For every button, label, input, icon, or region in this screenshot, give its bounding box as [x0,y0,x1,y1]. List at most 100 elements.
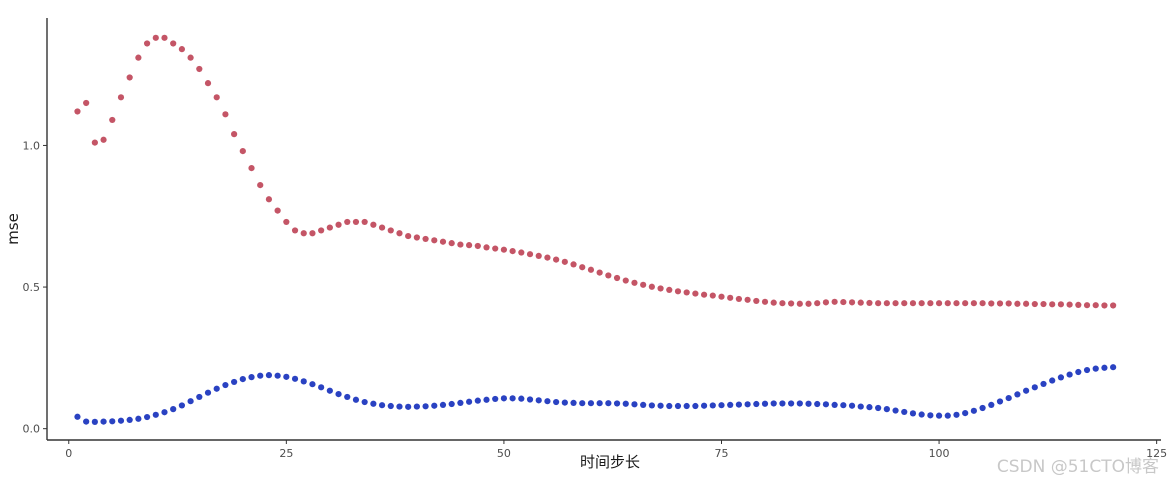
data-point [1005,300,1012,307]
x-tick-label: 50 [497,447,511,460]
data-point [126,416,133,423]
data-point [492,395,499,403]
data-point [909,410,917,417]
data-point [735,401,742,408]
data-point [770,299,777,306]
data-point [500,246,508,253]
data-point [622,277,629,284]
x-tick-label: 75 [714,447,728,460]
data-point [257,182,264,189]
data-point [439,401,447,408]
data-point [535,397,542,404]
data-point [352,218,360,226]
data-point [370,221,377,228]
data-point [753,400,760,408]
data-point [413,403,420,410]
data-point [883,300,890,307]
data-point [352,396,360,403]
data-point [448,400,455,408]
data-point [291,227,299,234]
data-point [326,387,333,394]
data-point [161,409,168,416]
data-point [413,234,420,241]
data-point [231,378,238,386]
data-point [857,299,864,306]
data-point [579,400,586,407]
data-point [1031,300,1038,308]
data-point [831,401,838,408]
data-point [439,238,447,245]
data-point [700,402,708,409]
data-point [883,406,890,413]
data-point [779,400,786,407]
data-point [109,418,116,425]
data-point [187,54,194,61]
data-points [74,34,1117,425]
data-point [83,418,90,425]
data-point [866,299,873,307]
data-point [979,404,986,412]
data-point [204,389,212,396]
data-point [152,411,159,418]
data-point [640,281,647,288]
data-point [257,372,264,379]
data-point [239,148,246,155]
y-tick-label: 0.0 [23,423,41,436]
data-point [674,402,682,410]
data-point [170,406,177,413]
y-tick-label: 1.0 [23,139,41,152]
data-point [274,372,281,379]
data-point [1075,301,1082,309]
data-point [231,131,238,138]
data-point [709,402,716,409]
data-point [274,207,281,214]
data-point [683,402,690,410]
data-point [100,136,107,143]
data-point [683,289,690,296]
data-point [466,242,473,249]
data-point [796,400,803,407]
data-point [74,413,81,420]
data-point [918,411,925,418]
data-point [988,300,995,307]
data-point [875,300,882,307]
data-point [474,242,481,250]
data-point [657,285,664,292]
data-point [822,401,830,408]
data-point [526,396,534,403]
data-point [892,300,899,307]
data-point [1101,364,1108,371]
data-point [892,407,899,414]
data-point [631,401,638,408]
data-point [91,418,98,425]
x-tick-label: 125 [1146,447,1167,460]
data-point [901,300,908,307]
data-point [1083,366,1091,374]
data-point [970,407,977,414]
data-point [692,290,699,297]
data-point [509,395,516,402]
x-tick-label: 0 [65,447,72,460]
data-point [744,296,751,303]
x-tick-label: 25 [279,447,293,460]
data-point [727,294,734,301]
data-point [248,374,255,381]
data-point [901,408,908,416]
data-point [318,384,325,391]
data-point [474,397,481,404]
data-point [1031,384,1038,391]
data-point [387,227,394,234]
series-1 [74,34,1117,309]
data-point [544,254,551,261]
data-point [431,237,438,244]
data-point [805,400,812,407]
data-point [1092,302,1099,309]
data-point [143,413,151,421]
data-point [248,165,255,172]
data-point [1066,301,1073,308]
x-axis-title: 时间步长 [580,453,640,471]
data-point [605,272,612,279]
data-point [431,402,438,409]
data-point [378,402,386,409]
data-point [466,398,473,405]
